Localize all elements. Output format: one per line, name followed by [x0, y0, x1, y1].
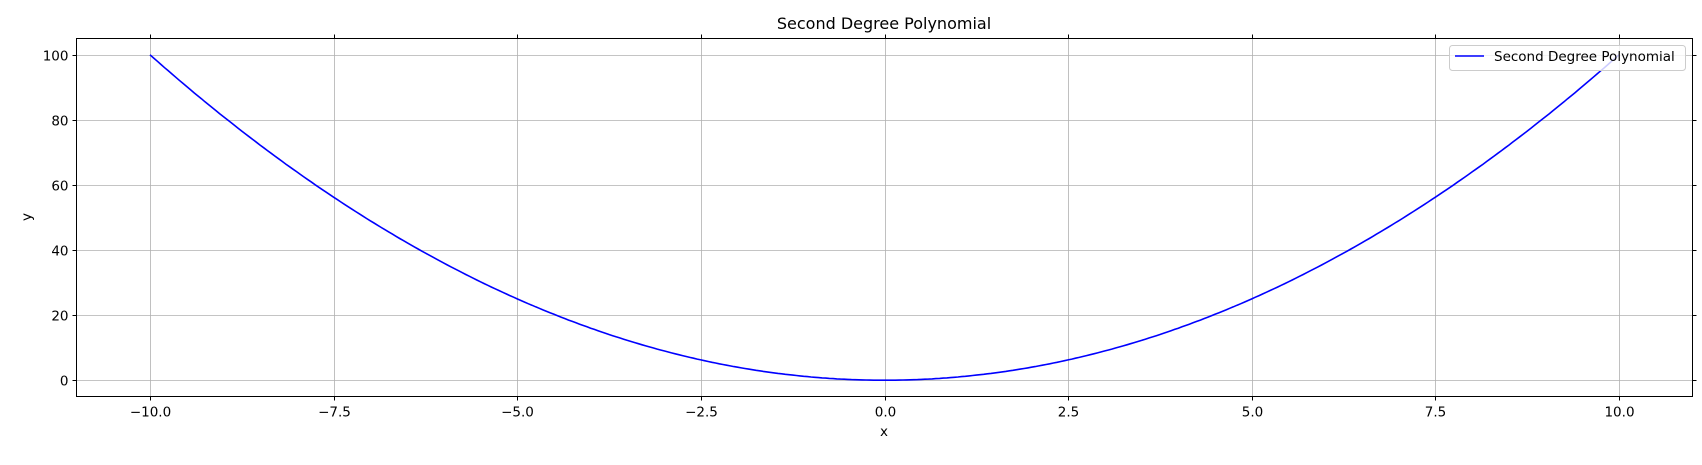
x-tick-label: 0.0 [875, 405, 896, 421]
x-tick-label: 2.5 [1058, 405, 1079, 421]
y-tick-label: 40 [51, 244, 68, 260]
x-tick-label: −2.5 [685, 405, 718, 421]
series-line-second-degree-polynomial [149, 54, 1620, 382]
chart-title: Second Degree Polynomial [777, 14, 991, 33]
plot-frame [76, 38, 1693, 397]
y-tick-label: 100 [43, 49, 69, 65]
x-tick-label: 10.0 [1604, 405, 1634, 421]
y-tick-label: 20 [51, 309, 68, 325]
x-tick-label: −5.0 [501, 405, 534, 421]
y-tick-label: 60 [51, 179, 68, 195]
legend-box [1449, 45, 1686, 71]
x-tick-label: 7.5 [1425, 405, 1446, 421]
y-tick-label: 80 [51, 114, 68, 130]
ticks: −10.0 −7.5 −5.0 −2.5 0.0 2.5 5.0 7.5 10.0 0 20 40 60… [43, 34, 1697, 421]
grid [76, 38, 1693, 397]
legend: Second Degree Polynomial [1449, 45, 1686, 71]
y-axis-label: y [19, 213, 35, 221]
legend-entry-label: Second Degree Polynomial [1494, 49, 1675, 65]
y-tick-label: 0 [60, 374, 69, 390]
x-tick-label: 5.0 [1242, 405, 1263, 421]
x-tick-label: −10.0 [130, 405, 171, 421]
x-axis-label: x [880, 424, 888, 440]
x-tick-label: −7.5 [318, 405, 351, 421]
series [149, 54, 1620, 382]
